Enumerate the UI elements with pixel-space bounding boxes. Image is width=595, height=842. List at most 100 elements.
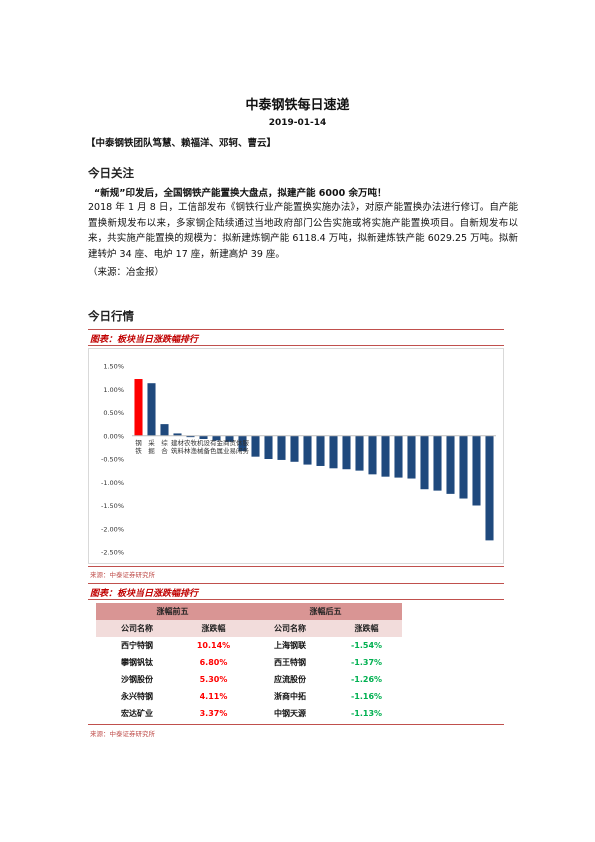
y-tick-label: -0.50% [101, 456, 124, 464]
bar [420, 435, 429, 490]
bar [407, 435, 416, 479]
figure2-top-rule [88, 583, 504, 584]
column-header-change: 涨跌幅 [178, 620, 249, 637]
bottom-company: 应流股份 [274, 675, 306, 684]
y-tick-label: 1.50% [103, 363, 124, 371]
x-tick-label: 建 [171, 438, 178, 447]
table-row: 永兴特钢 4.11% 浙商中拓 -1.16% [96, 688, 402, 705]
y-tick-label: 1.00% [103, 386, 124, 394]
bar-series [134, 379, 494, 541]
bar [485, 435, 494, 541]
x-tick-label: 林 [184, 446, 191, 455]
x-tick-label: 料 [177, 446, 184, 455]
bottom-change: -1.37% [350, 658, 383, 667]
bar [225, 435, 234, 442]
x-tick-label: 渔 [190, 446, 197, 455]
y-tick-label: -2.00% [101, 525, 124, 533]
x-tick-label: 械 [197, 446, 204, 455]
top-five-header: 涨幅前五 [96, 603, 249, 620]
bottom-change: -1.54% [350, 641, 383, 650]
bar [238, 435, 247, 452]
table-row: 攀钢钒钛 6.80% 西王特钢 -1.37% [96, 654, 402, 671]
sector-change-chart: 1.50% 1.00% 0.50% 0.00% -0.50% -1.00% -1.50% -2… [88, 348, 504, 564]
top-company: 永兴特钢 [121, 692, 153, 701]
bottom-five-header: 涨幅后五 [249, 603, 402, 620]
bar [212, 435, 221, 441]
bar [251, 435, 260, 457]
bar [173, 433, 182, 436]
table-row: 沙钢股份 5.30% 应流股份 -1.26% [96, 671, 402, 688]
x-tick-label: 设 [203, 438, 210, 447]
bar [277, 435, 286, 460]
focus-headline: “新规”印发后，全国钢铁产能置换大盘点，拟建产能 6000 余万吨！ [94, 188, 387, 199]
bar [303, 435, 312, 465]
x-tick-label: 采 [148, 438, 155, 447]
column-header-company: 公司名称 [249, 620, 331, 637]
bar [199, 435, 208, 440]
x-tick-label: 掘 [148, 446, 155, 455]
bottom-company: 上海钢联 [274, 641, 306, 650]
page-title: 中泰钢铁每日速递 [245, 98, 350, 113]
table-row: 西宁特钢 10.14% 上海钢联 -1.54% [96, 637, 402, 654]
bar [394, 435, 403, 478]
bar [342, 435, 351, 470]
bar [134, 379, 143, 436]
x-tick-label: 服 [242, 439, 249, 447]
figure1-label-rule [88, 345, 504, 346]
y-tick-label: 0.00% [103, 432, 124, 440]
top-company: 攀钢钒钛 [121, 658, 153, 667]
y-tick-label: -1.50% [101, 502, 124, 510]
market-heading: 今日行情 [88, 309, 134, 323]
figure1-top-rule [88, 329, 504, 330]
bar [381, 435, 390, 477]
top-change: 3.37% [199, 709, 228, 718]
author-line: 【中泰钢铁团队笃慧、赖福洋、邓轲、曹云】 [86, 138, 277, 149]
figure1-label: 图表：板块当日涨跌幅排行 [90, 335, 199, 345]
ranking-table: 涨幅前五 涨幅后五 公司名称 涨跌幅 公司名称 涨跌幅 西宁特钢 10.14% … [96, 603, 402, 722]
bottom-company: 浙商中拓 [274, 692, 306, 701]
x-tick-label: 务 [242, 446, 249, 455]
x-tick-label: 钢 [135, 439, 142, 447]
y-tick-label: 0.50% [103, 409, 124, 417]
y-tick-label: -1.00% [101, 479, 124, 487]
x-tick-label: 有 [210, 438, 217, 447]
x-tick-label: 商 [223, 438, 230, 447]
x-tick-label: 易 [229, 447, 236, 455]
bar [355, 435, 364, 471]
figure2-bottom-rule [88, 724, 504, 725]
top-change: 4.11% [199, 692, 228, 701]
column-header-company: 公司名称 [96, 620, 178, 637]
x-tick-label: 机 [197, 438, 204, 447]
column-header-change: 涨跌幅 [331, 620, 402, 637]
x-tick-label: 铁 [135, 446, 142, 455]
focus-body: 2018 年 1 月 8 日，工信部发布《钢铁行业产能置换实施办法》，对原产能置… [88, 202, 518, 260]
focus-source: （来源：冶金报） [88, 267, 165, 278]
bottom-change: -1.16% [350, 692, 383, 701]
bottom-company: 中钢天源 [274, 709, 306, 718]
bar [459, 435, 468, 499]
top-change: 6.80% [199, 658, 228, 667]
top-change: 10.14% [196, 641, 231, 650]
bar [368, 435, 377, 475]
bar [446, 435, 455, 494]
bottom-change: -1.26% [350, 675, 383, 684]
bar [329, 435, 338, 469]
y-axis-labels: 1.50% 1.00% 0.50% 0.00% -0.50% -1.00% -1.50% -2… [101, 363, 124, 557]
x-tick-label: 色 [210, 446, 217, 455]
x-tick-label: 备 [203, 446, 210, 455]
figure2-label-rule [88, 599, 504, 600]
x-tick-label: 合 [161, 446, 168, 455]
table-row: 宏达矿业 3.37% 中钢天源 -1.13% [96, 705, 402, 722]
figure2-source: 来源：中泰证券研究所 [90, 730, 155, 738]
bar [433, 435, 442, 491]
x-tick-label: 材 [177, 438, 184, 447]
bar [147, 383, 156, 436]
x-tick-label: 休 [236, 438, 243, 447]
x-tick-label: 业 [223, 446, 230, 455]
figure1-source: 来源：中泰证券研究所 [90, 571, 155, 579]
bar [472, 435, 481, 506]
x-tick-label: 农 [184, 438, 191, 447]
top-company: 西宁特钢 [121, 641, 153, 650]
y-tick-label: -2.50% [101, 549, 124, 557]
bar [290, 435, 299, 462]
